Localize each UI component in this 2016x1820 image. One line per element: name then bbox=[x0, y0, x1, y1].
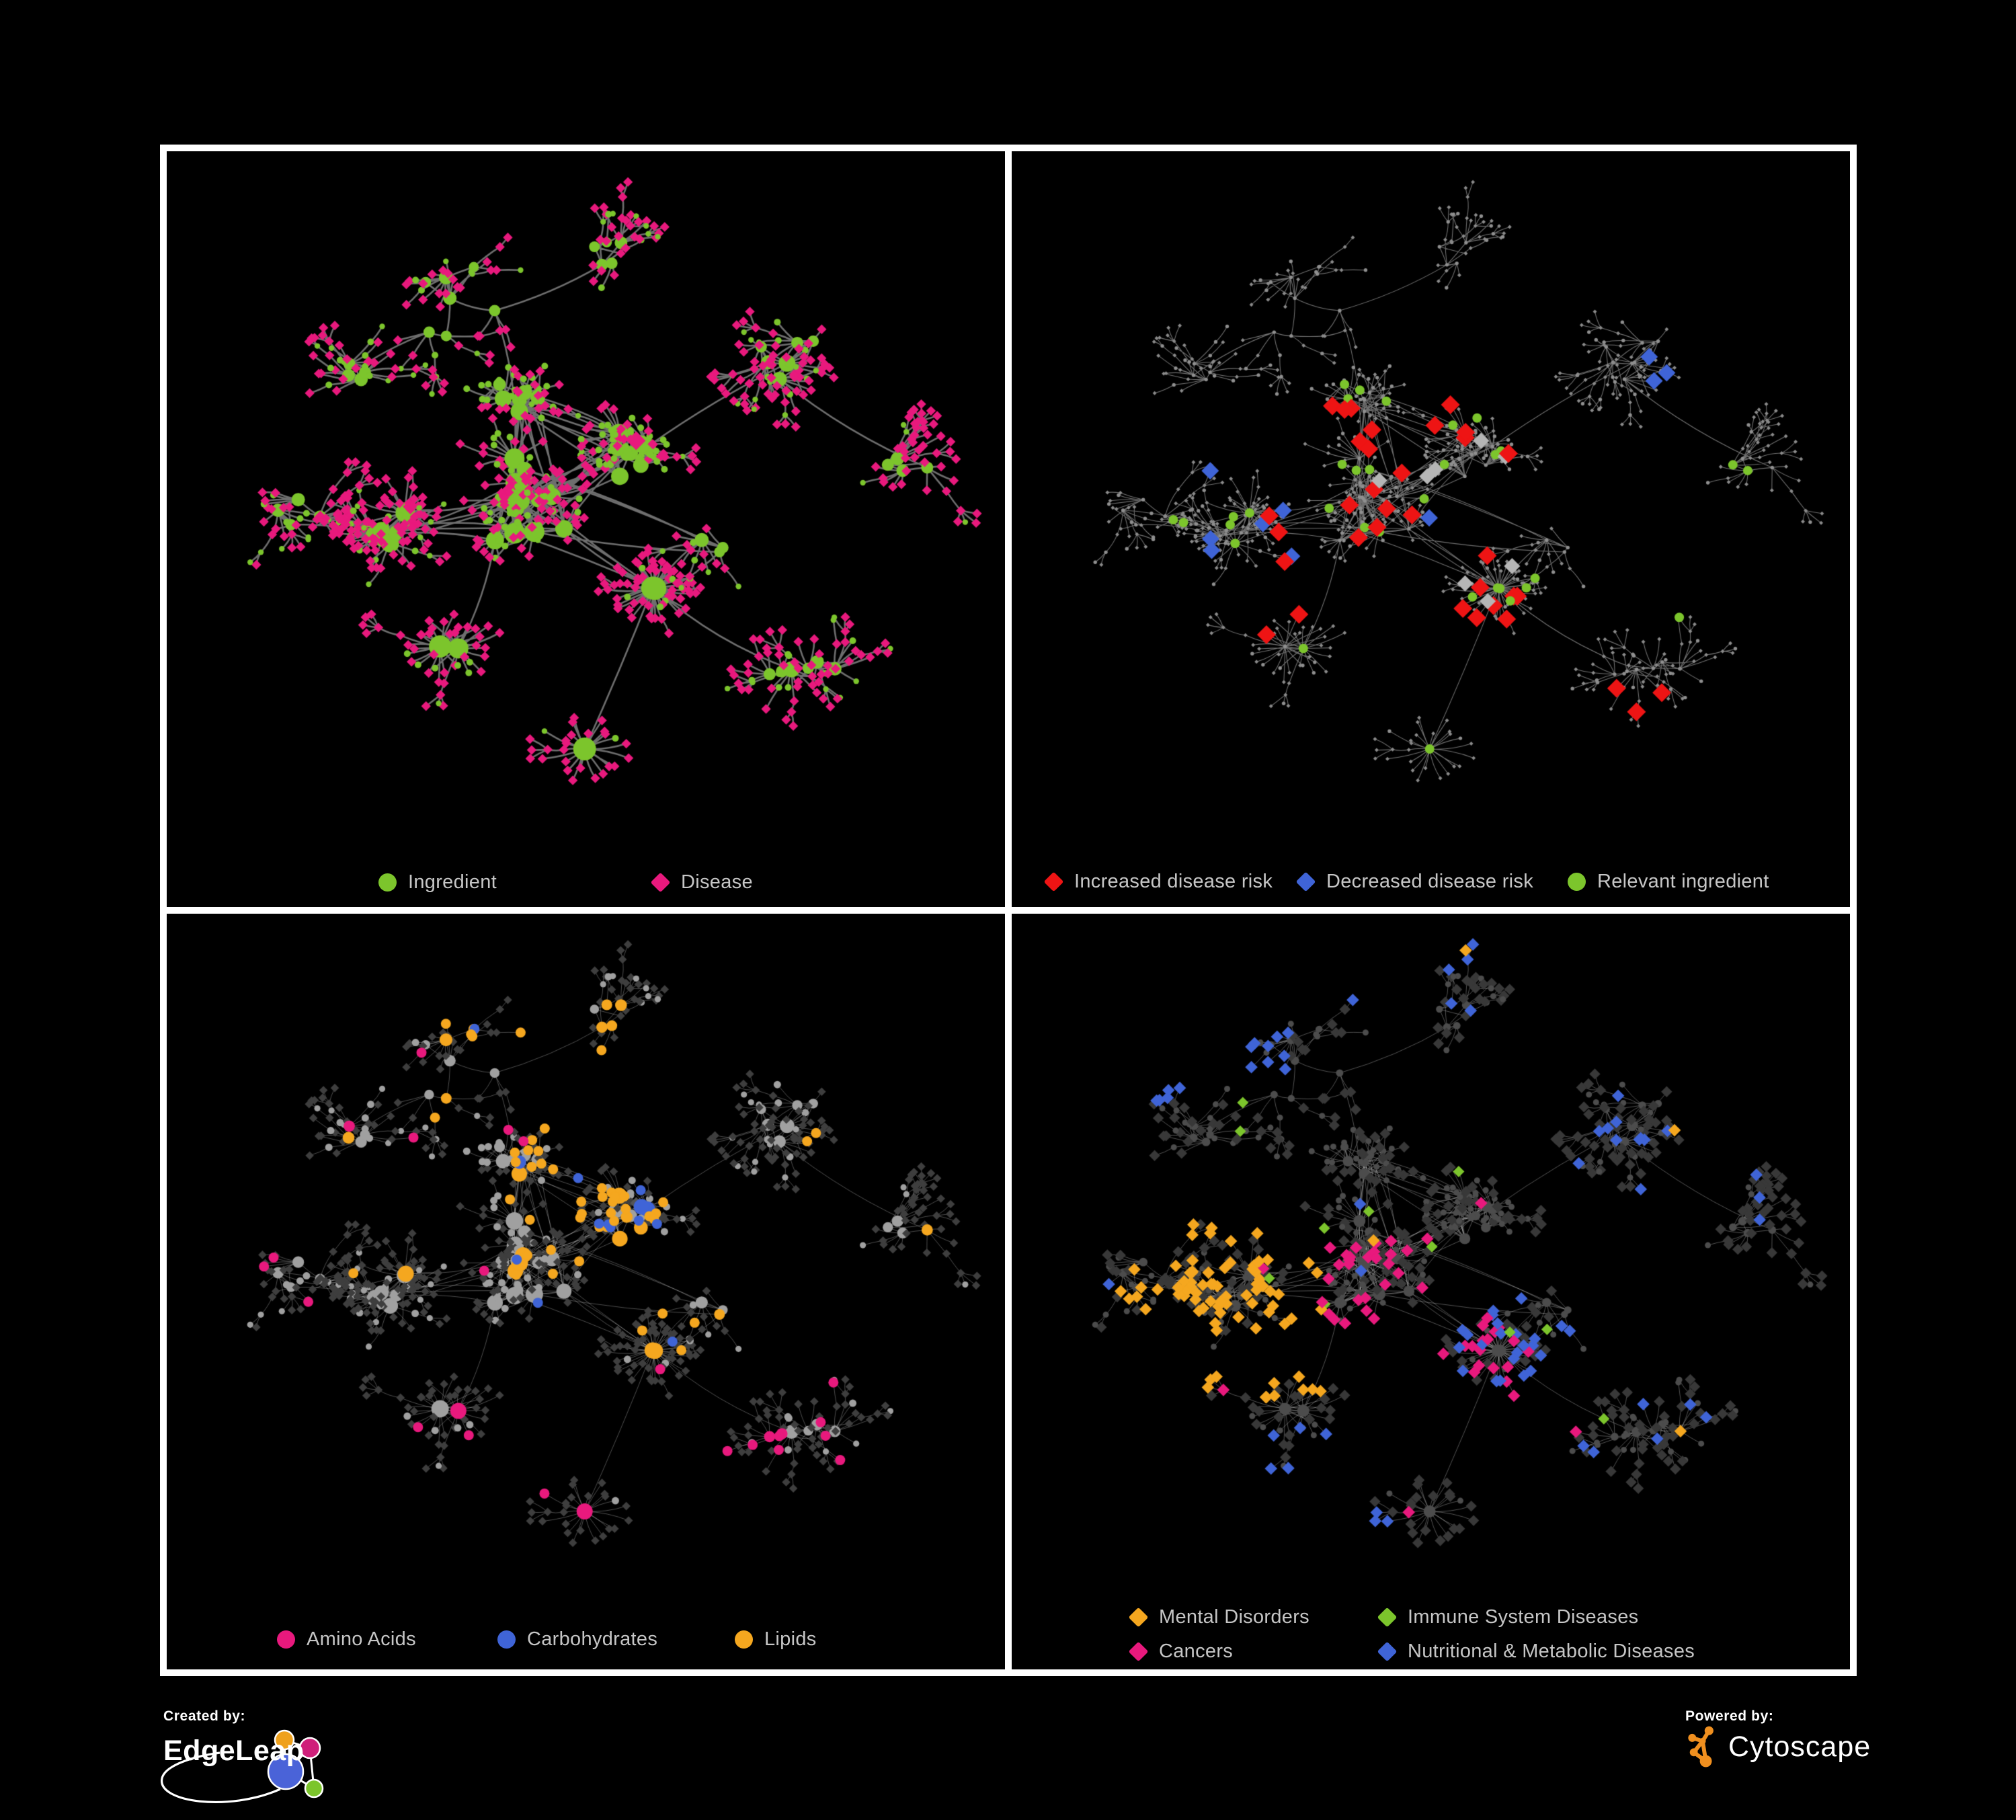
panel-ingredient-disease-network: Ingredient Disease bbox=[167, 151, 1005, 907]
edgeleap-logo: EdgeLeap bbox=[161, 1729, 392, 1808]
panel-macronutrient-network: Amino Acids Carbohydrates Lipids bbox=[167, 914, 1005, 1669]
panel-disease-risk-network: Increased disease risk Decreased disease … bbox=[1012, 151, 1850, 907]
cytoscape-logo-icon bbox=[1688, 1726, 1713, 1768]
cytoscape-branding: Powered by: Cytoscape bbox=[1685, 1708, 1968, 1796]
cytoscape-wordmark: Cytoscape bbox=[1728, 1730, 1871, 1763]
edgeleap-wordmark: EdgeLeap bbox=[163, 1735, 305, 1767]
edgeleap-branding: Created by: EdgeLeap bbox=[161, 1708, 405, 1809]
panel-disease-category-network: Mental Disorders Immune System Diseases Ca… bbox=[1012, 914, 1850, 1669]
panel-grid: Ingredient Disease Increased disease risk… bbox=[160, 145, 1857, 1676]
network-canvas-disease-category bbox=[1012, 914, 1850, 1669]
powered-by-label: Powered by: bbox=[1685, 1708, 1774, 1724]
network-canvas-disease-risk bbox=[1012, 151, 1850, 907]
network-canvas-ingredient-disease bbox=[167, 151, 1005, 907]
cytoscape-logo: Cytoscape bbox=[1685, 1726, 1871, 1768]
created-by-label: Created by: bbox=[163, 1708, 246, 1724]
network-canvas-macronutrient bbox=[167, 914, 1005, 1669]
